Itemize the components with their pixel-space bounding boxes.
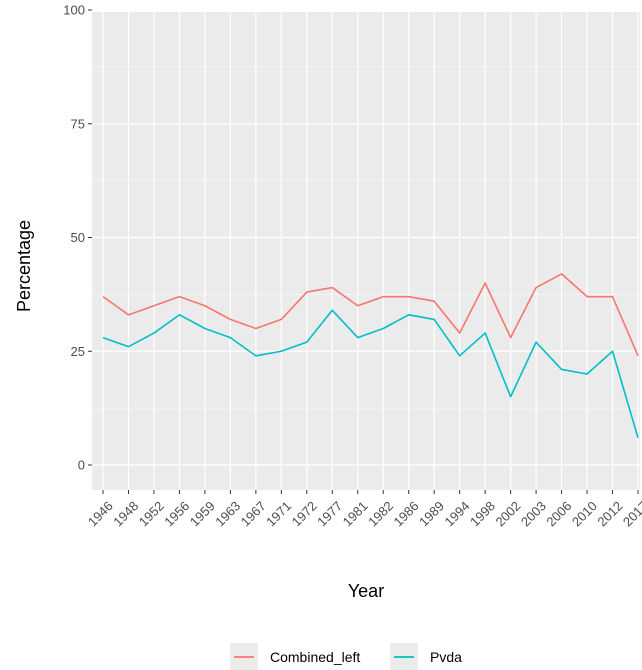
- data-point: [153, 332, 155, 334]
- x-tick-label: 1946: [85, 498, 116, 529]
- data-point: [433, 319, 435, 321]
- data-point: [459, 332, 461, 334]
- x-tick-label: 1989: [416, 498, 447, 529]
- data-point: [612, 296, 614, 298]
- data-point: [484, 282, 486, 284]
- data-point: [535, 341, 537, 343]
- data-point: [586, 296, 588, 298]
- data-point: [255, 328, 257, 330]
- x-tick-label: 1998: [467, 498, 498, 529]
- data-point: [204, 328, 206, 330]
- data-point: [179, 296, 181, 298]
- data-point: [179, 314, 181, 316]
- data-point: [484, 332, 486, 334]
- legend-label: Combined_left: [270, 649, 360, 665]
- data-point: [408, 314, 410, 316]
- data-point: [637, 355, 639, 357]
- data-point: [382, 296, 384, 298]
- data-point: [255, 355, 257, 357]
- data-point: [357, 337, 359, 339]
- y-tick-label: 25: [71, 344, 85, 359]
- x-tick-label: 1948: [110, 498, 141, 529]
- x-tick-label: 1982: [365, 498, 396, 529]
- data-point: [331, 310, 333, 312]
- y-tick-label: 0: [78, 458, 85, 473]
- plot-panel: [92, 12, 640, 490]
- data-point: [459, 355, 461, 357]
- data-point: [230, 337, 232, 339]
- data-point: [281, 319, 283, 321]
- data-point: [230, 319, 232, 321]
- data-point: [535, 287, 537, 289]
- x-tick-label: 1956: [161, 498, 192, 529]
- x-tick-label: 2017: [620, 498, 642, 529]
- x-tick-label: 1994: [442, 498, 473, 529]
- y-tick-label: 100: [63, 3, 85, 18]
- minor-gridlines: [92, 66, 640, 409]
- data-point: [281, 350, 283, 352]
- x-tick-label: 2002: [492, 498, 523, 529]
- data-point: [510, 396, 512, 398]
- data-point: [561, 273, 563, 275]
- data-point: [102, 296, 104, 298]
- x-tick-label: 1967: [238, 498, 269, 529]
- series-lines: [102, 273, 639, 438]
- x-tick-label: 2012: [594, 498, 625, 529]
- data-point: [306, 291, 308, 293]
- y-axis: 0 25 50 75 100: [63, 3, 92, 473]
- x-tick-label: 1986: [391, 498, 422, 529]
- data-point: [510, 337, 512, 339]
- data-point: [637, 437, 639, 439]
- x-tick-label: 2010: [569, 498, 600, 529]
- x-tick-label: 1963: [212, 498, 243, 529]
- x-tick-label: 2006: [543, 498, 574, 529]
- x-axis: 1946194819521956195919631967197119721977…: [85, 490, 642, 529]
- x-axis-title: Year: [348, 581, 384, 601]
- series-line-combined-left: [102, 273, 639, 357]
- legend: Combined_left Pvda: [230, 643, 462, 670]
- legend-label: Pvda: [430, 649, 462, 665]
- data-point: [331, 287, 333, 289]
- data-point: [128, 346, 130, 348]
- y-tick-label: 75: [71, 116, 85, 131]
- x-tick-label: 1952: [136, 498, 167, 529]
- series-line-pvda: [102, 309, 639, 438]
- data-point: [204, 305, 206, 307]
- y-tick-label: 50: [71, 230, 85, 245]
- x-tick-label: 1972: [289, 498, 320, 529]
- x-tick-label: 1959: [187, 498, 218, 529]
- data-point: [153, 305, 155, 307]
- x-tick-label: 1981: [340, 498, 371, 529]
- data-point: [102, 337, 104, 339]
- x-tick-label: 2003: [518, 498, 549, 529]
- major-gridlines: [92, 9, 640, 490]
- x-tick-label: 1971: [263, 498, 294, 529]
- data-point: [408, 296, 410, 298]
- data-point: [128, 314, 130, 316]
- data-point: [612, 350, 614, 352]
- data-point: [382, 328, 384, 330]
- y-axis-title: Percentage: [14, 220, 34, 312]
- data-point: [586, 373, 588, 375]
- data-point: [433, 300, 435, 302]
- data-point: [306, 341, 308, 343]
- x-tick-label: 1977: [314, 498, 345, 529]
- data-point: [561, 369, 563, 371]
- data-point: [357, 305, 359, 307]
